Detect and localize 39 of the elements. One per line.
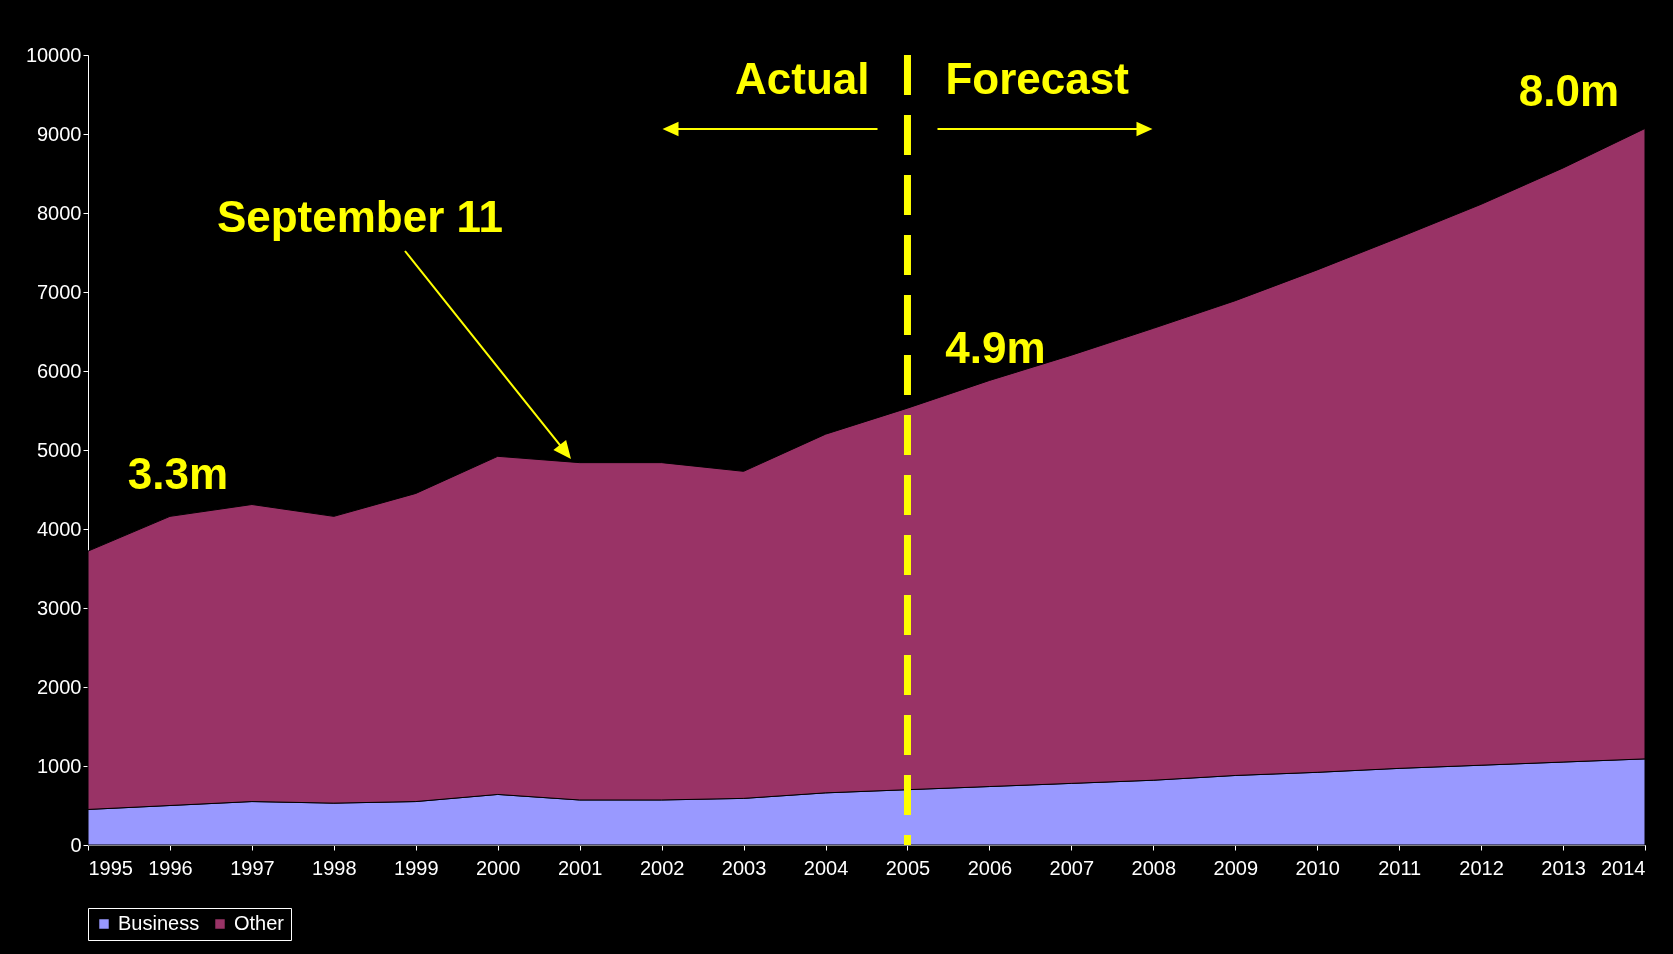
x-tick-label: 2001 [557, 856, 603, 879]
x-tick-label: 2010 [1295, 856, 1340, 879]
x-tick-label: 2000 [475, 856, 521, 879]
y-tick-label: 0 [70, 833, 82, 856]
annotation: 4.9m [945, 323, 1046, 373]
annotation: Forecast [945, 54, 1130, 103]
y-tick-label: 2000 [37, 675, 82, 698]
x-tick-label: 2011 [1378, 856, 1422, 879]
y-tick-label: 9000 [37, 122, 82, 145]
y-tick-label: 1000 [37, 754, 82, 777]
x-tick-label: 1997 [230, 856, 275, 879]
x-tick-label: 2012 [1459, 856, 1504, 879]
x-tick-label: 2006 [967, 856, 1013, 879]
annotation: September 11 [216, 192, 504, 241]
y-tick-label: 8000 [37, 201, 82, 224]
x-tick-label: 2008 [1131, 856, 1177, 879]
x-tick-label: 2004 [803, 856, 849, 879]
annotation: 8.0m [1518, 66, 1620, 116]
x-tick-label: 2009 [1213, 856, 1259, 879]
legend-label: Business [118, 912, 200, 934]
x-tick-label: 1996 [148, 856, 193, 879]
annotation: 3.3m [127, 449, 229, 499]
y-tick-label: 3000 [37, 596, 82, 619]
y-tick-label: 7000 [37, 280, 82, 303]
y-tick-label: 10000 [25, 43, 82, 66]
x-tick-label: 2005 [885, 856, 931, 879]
y-tick-label: 5000 [37, 438, 82, 461]
x-tick-label: 2014 [1601, 856, 1646, 879]
x-tick-label: 2002 [639, 856, 685, 879]
legend-label: Other [234, 912, 285, 934]
annotation: Actual [734, 54, 870, 103]
x-tick-label: 1998 [312, 856, 357, 879]
x-tick-label: 2013 [1541, 856, 1586, 879]
x-tick-label: 1999 [394, 856, 439, 879]
x-tick-label: 2003 [721, 856, 767, 879]
y-tick-label: 4000 [37, 517, 82, 540]
y-tick-label: 6000 [37, 359, 82, 382]
x-tick-label: 2007 [1049, 856, 1095, 879]
x-tick-label: 1995 [88, 856, 133, 879]
